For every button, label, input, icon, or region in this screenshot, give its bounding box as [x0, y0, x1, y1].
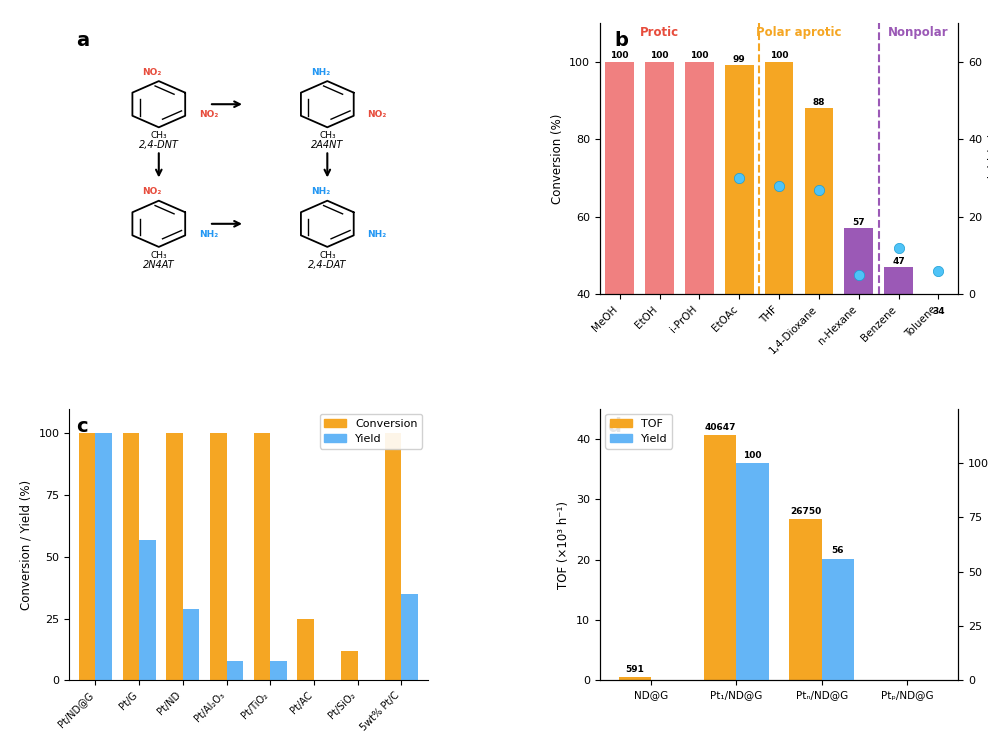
- Text: NO₂: NO₂: [142, 68, 162, 77]
- Bar: [736, 463, 769, 680]
- Point: [731, 172, 747, 184]
- Text: a: a: [76, 31, 90, 50]
- Y-axis label: Conversion (%): Conversion (%): [550, 113, 563, 204]
- Bar: [385, 433, 401, 680]
- Text: 2,4-DNT: 2,4-DNT: [139, 140, 179, 150]
- Text: NH₂: NH₂: [199, 230, 218, 239]
- Text: CH₃: CH₃: [150, 250, 167, 259]
- Y-axis label: Conversion / Yield (%): Conversion / Yield (%): [20, 479, 33, 609]
- Bar: [297, 618, 314, 680]
- Text: 56: 56: [832, 547, 844, 556]
- Bar: [645, 61, 674, 450]
- Text: 100: 100: [691, 51, 708, 60]
- Text: 100: 100: [770, 51, 788, 60]
- Text: 47: 47: [892, 257, 905, 265]
- Point: [811, 184, 827, 196]
- Bar: [606, 61, 634, 450]
- Bar: [704, 435, 736, 680]
- Text: 2,4-DAT: 2,4-DAT: [308, 259, 347, 270]
- Text: 57: 57: [853, 218, 865, 227]
- Text: CH₃: CH₃: [319, 131, 336, 140]
- Bar: [210, 433, 226, 680]
- Text: 99: 99: [733, 55, 746, 64]
- Bar: [341, 651, 358, 680]
- Bar: [123, 433, 139, 680]
- Text: CH₃: CH₃: [319, 250, 336, 259]
- Bar: [789, 519, 822, 680]
- Bar: [685, 61, 713, 450]
- Text: 40647: 40647: [704, 423, 736, 432]
- Bar: [924, 318, 952, 450]
- Text: NH₂: NH₂: [311, 68, 330, 77]
- Bar: [254, 433, 271, 680]
- Text: NH₂: NH₂: [311, 187, 330, 197]
- Text: NH₂: NH₂: [368, 230, 386, 239]
- Point: [891, 242, 907, 254]
- Text: 26750: 26750: [790, 507, 821, 516]
- Text: Nonpolar: Nonpolar: [888, 26, 948, 39]
- Text: NO₂: NO₂: [368, 110, 386, 119]
- Bar: [401, 594, 418, 680]
- Point: [851, 269, 866, 281]
- Bar: [725, 65, 754, 450]
- Y-axis label: TOF (×10³ h⁻¹): TOF (×10³ h⁻¹): [557, 500, 570, 588]
- Text: d: d: [607, 417, 620, 435]
- Bar: [845, 228, 873, 450]
- Bar: [183, 609, 200, 680]
- Bar: [226, 661, 243, 680]
- Bar: [618, 677, 651, 680]
- Text: 100: 100: [611, 51, 629, 60]
- Text: 2N4AT: 2N4AT: [143, 259, 175, 270]
- Bar: [822, 559, 855, 680]
- Bar: [884, 268, 913, 450]
- Bar: [765, 61, 793, 450]
- Bar: [271, 661, 287, 680]
- Text: Polar aprotic: Polar aprotic: [756, 26, 842, 39]
- Point: [772, 180, 787, 192]
- Text: Protic: Protic: [640, 26, 679, 39]
- Text: c: c: [76, 417, 88, 435]
- Legend: TOF, Yield: TOF, Yield: [606, 414, 672, 448]
- Text: 591: 591: [625, 665, 644, 674]
- Text: 100: 100: [650, 51, 669, 60]
- Text: 2A4NT: 2A4NT: [311, 140, 344, 150]
- Bar: [79, 433, 96, 680]
- Bar: [139, 540, 156, 680]
- Bar: [166, 433, 183, 680]
- Text: 34: 34: [932, 307, 945, 316]
- Point: [931, 265, 947, 277]
- Text: 100: 100: [743, 451, 762, 460]
- Text: b: b: [615, 31, 628, 50]
- Legend: Conversion, Yield: Conversion, Yield: [320, 414, 422, 448]
- Text: CH₃: CH₃: [150, 131, 167, 140]
- Text: NO₂: NO₂: [199, 110, 218, 119]
- Bar: [804, 108, 833, 450]
- Text: NO₂: NO₂: [142, 187, 162, 197]
- Text: 88: 88: [813, 98, 825, 107]
- Bar: [96, 433, 112, 680]
